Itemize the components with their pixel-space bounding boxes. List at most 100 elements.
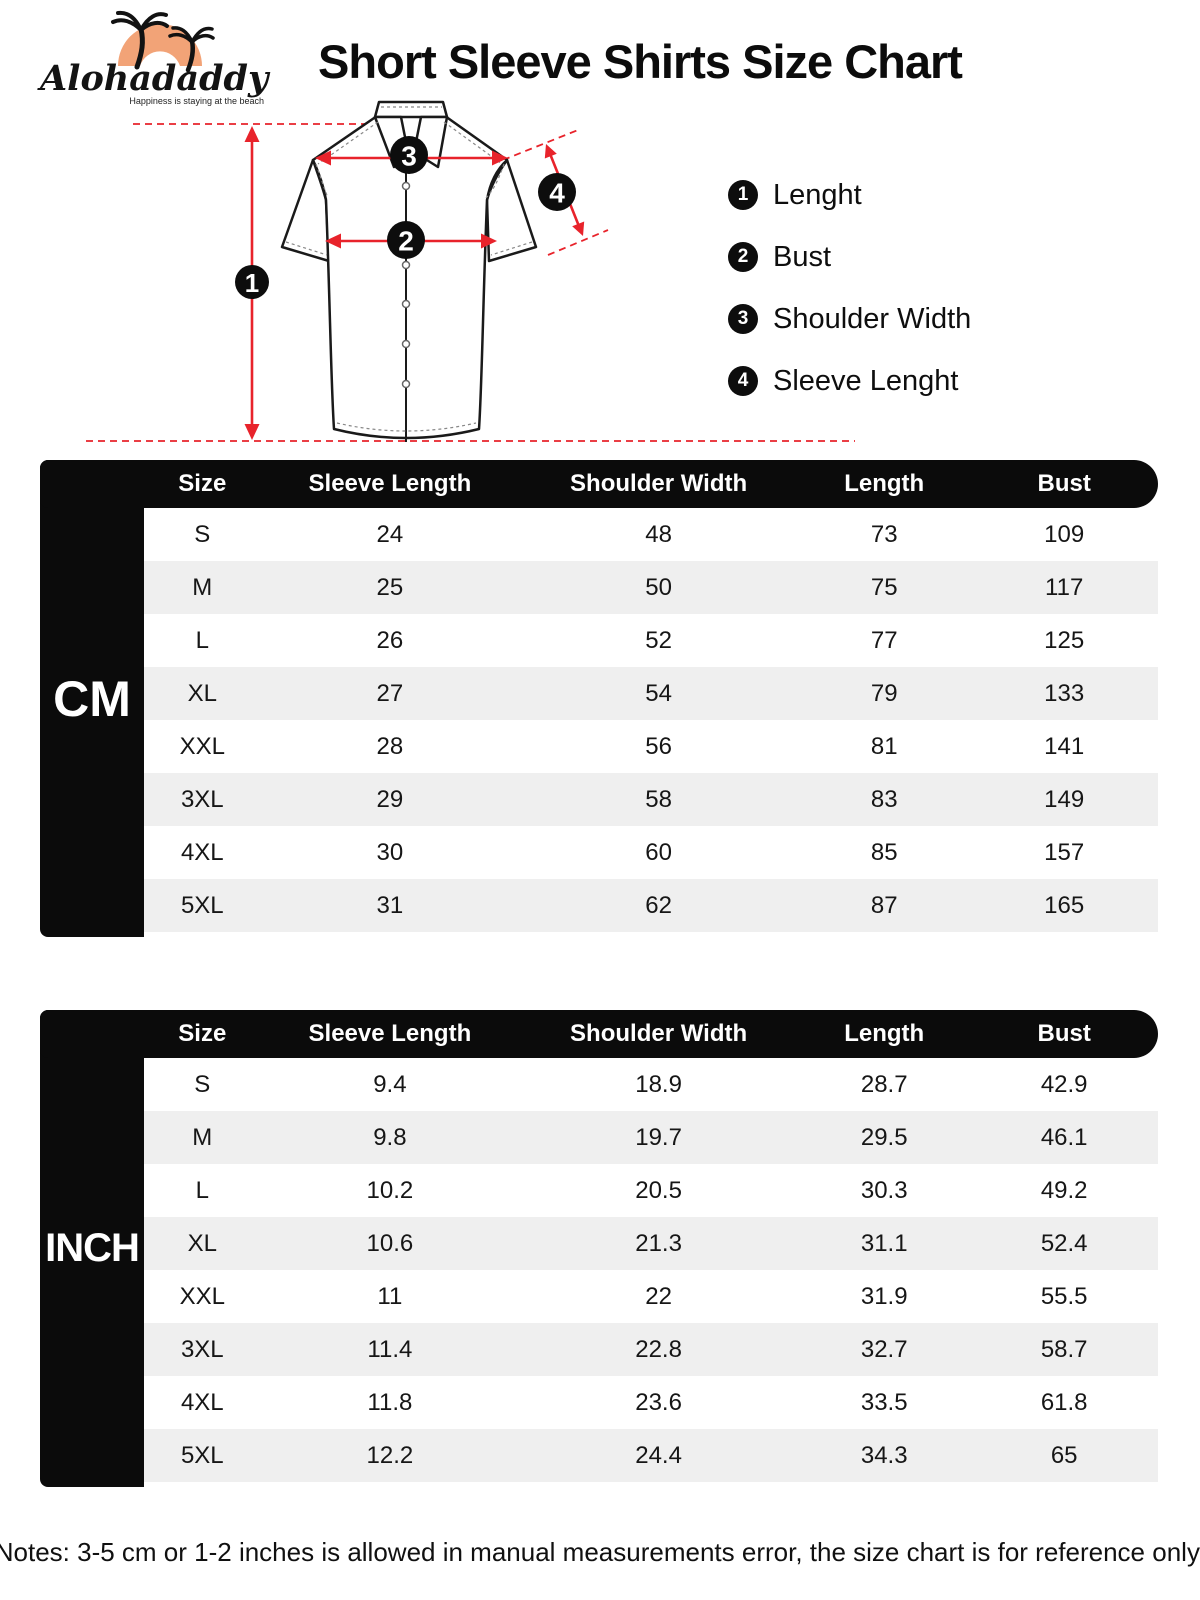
value-cell: 31.9 bbox=[860, 1282, 908, 1310]
size-cell: M bbox=[192, 1123, 213, 1151]
value-cell: 87 bbox=[870, 891, 898, 919]
value-cell: 165 bbox=[1044, 891, 1085, 919]
table-row: M 9.8 19.7 29.5 46.1 bbox=[144, 1111, 1158, 1164]
value-cell: 29.5 bbox=[860, 1123, 908, 1151]
size-cell: 5XL bbox=[180, 1441, 224, 1469]
value-cell: 20.5 bbox=[635, 1176, 682, 1204]
column-header: Shoulder Width bbox=[570, 1020, 748, 1047]
value-cell: 61.8 bbox=[1040, 1388, 1088, 1416]
marker-1: 1 bbox=[245, 268, 259, 298]
value-cell: 31.1 bbox=[860, 1229, 908, 1257]
size-cell: XXL bbox=[179, 732, 225, 760]
legend-label: Sleeve Lenght bbox=[773, 364, 959, 397]
unit-band: CM bbox=[40, 460, 144, 937]
value-cell: 29 bbox=[376, 785, 404, 813]
value-cell: 58.7 bbox=[1040, 1335, 1088, 1363]
value-cell: 49.2 bbox=[1040, 1176, 1088, 1204]
table-header-row: Size Sleeve Length Shoulder Width Length Bus… bbox=[40, 1010, 1158, 1058]
value-cell: 27 bbox=[376, 679, 404, 707]
value-cell: 62 bbox=[645, 891, 672, 919]
value-cell: 19.7 bbox=[635, 1123, 682, 1151]
value-cell: 18.9 bbox=[635, 1070, 682, 1098]
value-cell: 21.3 bbox=[635, 1229, 682, 1257]
value-cell: 24 bbox=[376, 520, 404, 548]
value-cell: 11.8 bbox=[367, 1388, 413, 1416]
size-cell: L bbox=[195, 626, 209, 654]
table-row: 3XL 29 58 83 149 bbox=[144, 773, 1158, 826]
value-cell: 26 bbox=[376, 626, 404, 654]
value-cell: 109 bbox=[1044, 520, 1085, 548]
value-cell: 133 bbox=[1044, 679, 1085, 707]
unit-band: INCH bbox=[40, 1010, 144, 1487]
value-cell: 77 bbox=[870, 626, 898, 654]
value-cell: 34.3 bbox=[860, 1441, 908, 1469]
number-1-icon: 1 bbox=[728, 180, 758, 210]
value-cell: 79 bbox=[870, 679, 898, 707]
value-cell: 157 bbox=[1044, 838, 1085, 866]
value-cell: 73 bbox=[870, 520, 898, 548]
value-cell: 149 bbox=[1044, 785, 1085, 813]
size-cell: XXL bbox=[179, 1282, 225, 1310]
size-cell: M bbox=[192, 573, 213, 601]
size-cell: XL bbox=[187, 1229, 217, 1257]
column-header: Bust bbox=[1037, 470, 1091, 497]
size-cell: 5XL bbox=[180, 891, 224, 919]
table-row: XL 10.6 21.3 31.1 52.4 bbox=[144, 1217, 1158, 1270]
size-cell: 3XL bbox=[180, 785, 224, 813]
legend-label: Shoulder Width bbox=[773, 302, 972, 335]
size-cell: S bbox=[194, 1070, 211, 1098]
value-cell: 28 bbox=[376, 732, 404, 760]
value-cell: 52.4 bbox=[1040, 1229, 1088, 1257]
column-header: Shoulder Width bbox=[570, 470, 748, 497]
marker-3: 3 bbox=[401, 141, 417, 172]
size-table-inch: INCH Size Sleeve Length Shoulder Width Leng… bbox=[40, 1010, 1158, 1487]
table-header-row: Size Sleeve Length Shoulder Width Length Bus… bbox=[40, 460, 1158, 508]
table-row: S 24 48 73 109 bbox=[144, 508, 1158, 561]
unit-label: CM bbox=[53, 670, 131, 727]
value-cell: 11.4 bbox=[367, 1335, 413, 1363]
legend-label: Bust bbox=[773, 240, 832, 273]
table-row: 4XL 30 60 85 157 bbox=[144, 826, 1158, 879]
value-cell: 30 bbox=[376, 838, 404, 866]
table-row: 5XL 12.2 24.4 34.3 65 bbox=[144, 1429, 1158, 1482]
value-cell: 32.7 bbox=[860, 1335, 908, 1363]
legend-item-sleeve-length: 4 Sleeve Lenght bbox=[728, 364, 971, 397]
value-cell: 65 bbox=[1050, 1441, 1078, 1469]
column-header: Sleeve Length bbox=[308, 470, 472, 497]
value-cell: 23.6 bbox=[635, 1388, 682, 1416]
table-body: S 9.4 18.9 28.7 42.9 M 9.8 19.7 29.5 46.1 L 10.2 20.… bbox=[144, 1058, 1158, 1482]
value-cell: 75 bbox=[870, 573, 898, 601]
value-cell: 12.2 bbox=[366, 1441, 414, 1469]
size-cell: 4XL bbox=[180, 1388, 224, 1416]
shirt-measurement-diagram: 1 2 3 4 bbox=[86, 100, 855, 442]
table-row: 5XL 31 62 87 165 bbox=[144, 879, 1158, 932]
value-cell: 22 bbox=[645, 1282, 672, 1310]
value-cell: 24.4 bbox=[635, 1441, 682, 1469]
table-row: XL 27 54 79 133 bbox=[144, 667, 1158, 720]
value-cell: 55.5 bbox=[1040, 1282, 1088, 1310]
table-row: S 9.4 18.9 28.7 42.9 bbox=[144, 1058, 1158, 1111]
value-cell: 125 bbox=[1044, 626, 1085, 654]
marker-4: 4 bbox=[549, 178, 565, 209]
value-cell: 10.6 bbox=[366, 1229, 414, 1257]
legend-item-bust: 2 Bust bbox=[728, 240, 971, 273]
value-cell: 58 bbox=[645, 785, 672, 813]
value-cell: 42.9 bbox=[1040, 1070, 1088, 1098]
legend-item-shoulder-width: 3 Shoulder Width bbox=[728, 302, 972, 335]
size-cell: XL bbox=[187, 679, 217, 707]
column-header: Length bbox=[844, 1020, 925, 1047]
legend-label: Lenght bbox=[773, 178, 862, 211]
size-table-cm: CM Size Sleeve Length Shoulder Width Length… bbox=[40, 460, 1158, 937]
notes-text: Notes: 3-5 cm or 1-2 inches is allowed i… bbox=[0, 1537, 1200, 1567]
size-cell: L bbox=[195, 1176, 209, 1204]
number-2-icon: 2 bbox=[728, 242, 758, 272]
marker-2: 2 bbox=[398, 226, 414, 257]
palm-tree-icon bbox=[111, 10, 169, 70]
number-3-icon: 3 bbox=[728, 304, 758, 334]
value-cell: 60 bbox=[645, 838, 672, 866]
value-cell: 33.5 bbox=[860, 1388, 908, 1416]
palm-tree-icon bbox=[168, 26, 215, 73]
value-cell: 81 bbox=[870, 732, 898, 760]
value-cell: 48 bbox=[645, 520, 672, 548]
